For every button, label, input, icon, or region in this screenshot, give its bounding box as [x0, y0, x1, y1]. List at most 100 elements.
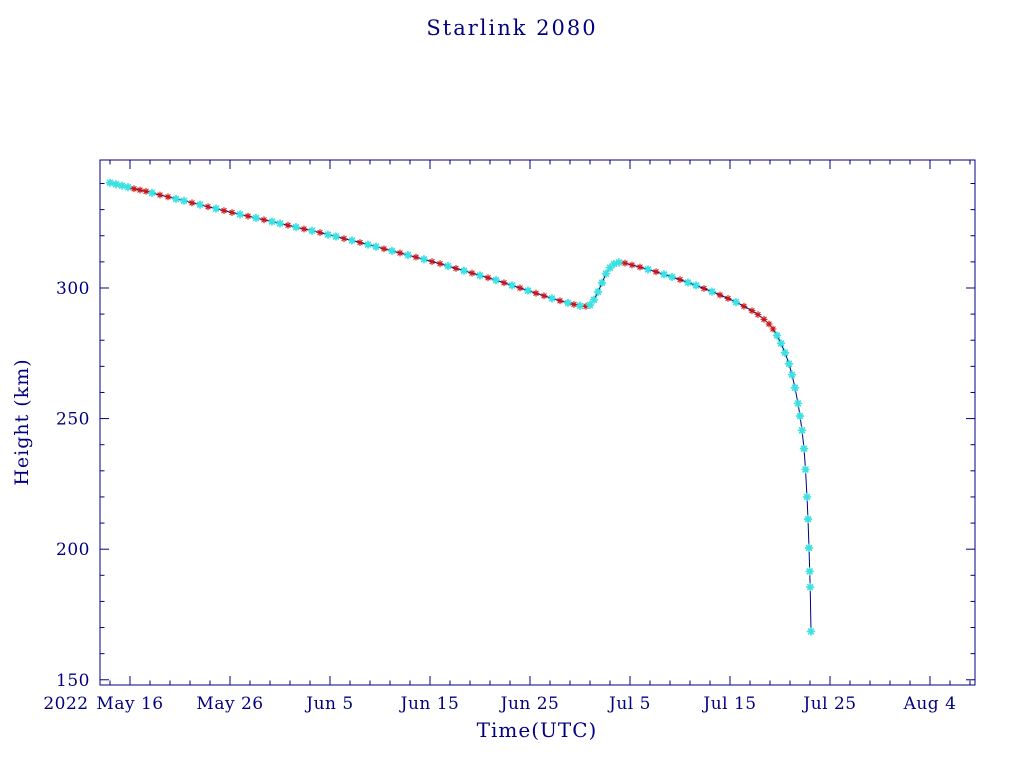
data-marker-red — [228, 208, 236, 217]
data-marker-cyan — [609, 259, 619, 269]
data-marker-red — [356, 238, 364, 247]
data-marker-cyan — [643, 265, 653, 274]
data-marker-red — [316, 229, 324, 237]
data-marker-cyan — [117, 181, 127, 190]
data-marker-cyan — [347, 236, 357, 245]
x-tick-label: Jun 25 — [499, 694, 560, 714]
data-marker-red — [284, 221, 292, 229]
data-marker-cyan — [593, 287, 603, 297]
data-marker-cyan — [547, 294, 557, 303]
x-tick-label: Aug 4 — [903, 694, 957, 714]
data-marker-red — [724, 294, 732, 302]
data-marker-cyan — [443, 261, 453, 271]
data-marker-cyan — [799, 444, 809, 453]
data-marker-red — [516, 284, 524, 292]
y-tick-label: 300 — [56, 279, 90, 299]
data-marker-cyan — [105, 178, 115, 187]
data-marker-red — [484, 274, 492, 282]
data-marker-cyan — [419, 255, 429, 264]
data-marker-cyan — [614, 258, 624, 267]
data-marker-red — [130, 185, 138, 193]
data-marker-red — [220, 207, 228, 215]
data-marker-cyan — [179, 196, 189, 205]
data-marker-red — [500, 279, 508, 287]
data-marker-cyan — [403, 250, 413, 260]
data-marker-red — [380, 245, 388, 253]
data-marker-cyan — [575, 301, 585, 310]
data-marker-cyan — [275, 219, 285, 228]
data-marker-cyan — [475, 271, 485, 280]
data-marker-cyan — [731, 297, 741, 307]
data-marker-cyan — [683, 278, 693, 287]
data-marker-red — [142, 187, 150, 195]
data-marker-cyan — [805, 582, 815, 592]
data-marker-red — [700, 284, 708, 293]
data-marker-red — [628, 261, 636, 269]
data-marker-red — [468, 269, 476, 277]
data-marker-red — [716, 291, 724, 299]
data-marker-red — [760, 315, 768, 323]
data-marker-cyan — [491, 275, 501, 285]
x-axis-label: Time(UTC) — [476, 718, 598, 742]
data-marker-cyan — [601, 269, 611, 278]
data-marker-cyan — [801, 465, 810, 474]
data-marker-red — [765, 320, 773, 328]
data-marker-red — [748, 307, 756, 315]
y-tick-label: 250 — [56, 410, 90, 430]
data-marker-cyan — [793, 399, 803, 408]
data-marker-cyan — [659, 270, 669, 279]
data-marker-cyan — [331, 232, 341, 241]
data-marker-cyan — [507, 281, 517, 290]
data-marker-cyan — [804, 543, 814, 553]
data-marker-red — [340, 235, 348, 243]
data-marker-red — [136, 186, 144, 194]
x-tick-label: Jun 15 — [399, 694, 460, 714]
x-axis-year-label: 2022 — [43, 694, 88, 714]
data-marker-red — [769, 325, 777, 333]
data-marker-cyan — [363, 240, 373, 249]
chart-title: Starlink 2080 — [426, 16, 598, 40]
data-marker-cyan — [772, 331, 782, 340]
data-marker-cyan — [147, 188, 157, 198]
data-marker-cyan — [802, 492, 812, 502]
data-marker-cyan — [235, 210, 245, 219]
data-marker-red — [754, 311, 762, 319]
data-marker-cyan — [589, 295, 599, 304]
data-marker-cyan — [267, 217, 277, 226]
data-marker-red — [156, 191, 164, 199]
data-marker-red — [164, 193, 172, 201]
data-marker-cyan — [171, 194, 181, 204]
data-marker-red — [260, 216, 268, 224]
x-tick-label: May 26 — [196, 694, 263, 714]
data-marker-cyan — [371, 242, 381, 251]
data-marker-red — [636, 263, 644, 271]
x-tick-label: May 16 — [96, 694, 163, 714]
data-marker-red — [532, 289, 540, 297]
data-marker-red — [570, 300, 578, 308]
data-marker-red — [412, 253, 420, 261]
data-marker-cyan — [780, 348, 790, 358]
x-tick-label: Jul 25 — [801, 694, 856, 714]
data-marker-cyan — [195, 200, 205, 209]
data-marker-cyan — [251, 213, 261, 223]
data-marker-cyan — [605, 263, 615, 272]
data-marker-cyan — [523, 286, 533, 295]
data-marker-red — [652, 268, 660, 276]
data-marker-red — [621, 259, 629, 267]
data-marker-cyan — [111, 180, 121, 189]
data-marker-red — [396, 249, 404, 257]
data-marker-red — [676, 276, 684, 284]
data-marker-red — [436, 260, 444, 268]
data-marker-cyan — [291, 222, 301, 232]
data-marker-cyan — [784, 359, 794, 368]
y-tick-label: 200 — [56, 540, 90, 560]
data-marker-red — [556, 297, 564, 305]
data-marker-cyan — [563, 298, 573, 308]
x-tick-label: Jun 5 — [304, 694, 353, 714]
data-marker-cyan — [806, 627, 816, 636]
data-marker-red — [244, 212, 252, 220]
data-marker-cyan — [805, 567, 814, 576]
data-marker-cyan — [323, 230, 333, 239]
